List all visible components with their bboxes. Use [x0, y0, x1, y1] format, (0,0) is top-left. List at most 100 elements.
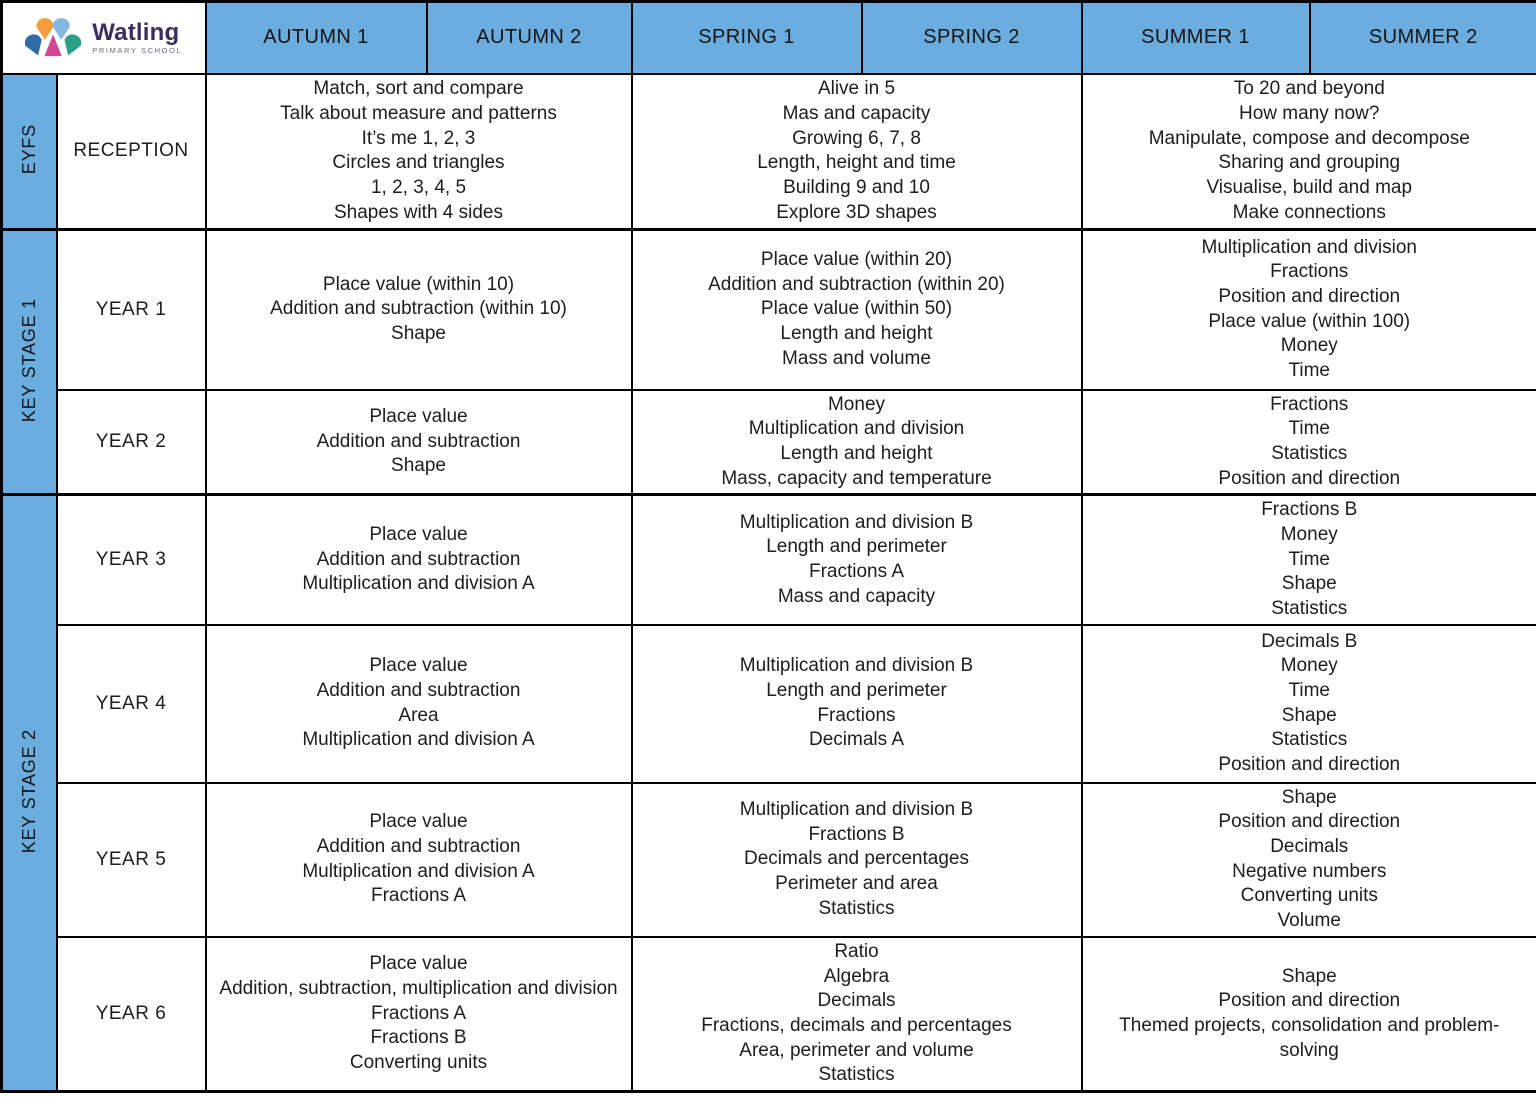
topic-line: Place value (within 20)	[760, 249, 953, 271]
topic-line: Manipulate, compose and decompose	[1148, 127, 1470, 149]
topic-line: Decimals B	[1261, 630, 1358, 652]
topics-year-1-summer: Multiplication and division Fractions Posi…	[1080, 228, 1536, 391]
topic-line: Volume	[1277, 910, 1341, 932]
topic-line: Position and direction	[1218, 811, 1401, 833]
topic-line: Place value	[369, 655, 468, 677]
topics-year-3-spring: Multiplication and division B Length and …	[630, 493, 1083, 626]
topic-line: Multiplication and division A	[302, 729, 535, 751]
topic-line: Circles and triangles	[332, 152, 505, 174]
topic-line: Shape	[391, 323, 446, 345]
topic-line: Visualise, build and map	[1206, 176, 1413, 198]
topic-line: Multiplication and division A	[302, 860, 535, 882]
school-logo-icon	[25, 17, 82, 56]
topic-line: Length and height	[780, 442, 933, 464]
topics-year-5-autumn: Place value Addition and subtraction Multi…	[204, 781, 633, 938]
topic-line: Addition and subtraction	[316, 680, 521, 701]
topics-reception-summer: To 20 and beyond How many now? Manipulate,…	[1080, 72, 1536, 231]
topic-line: Addition and subtraction	[316, 430, 521, 452]
topic-line: Fractions A	[370, 1002, 467, 1024]
term-header-spring-1: SPRING 1	[630, 0, 863, 75]
topic-line: Addition, subtraction, multiplication an…	[219, 977, 618, 999]
topic-line: Growing 6, 7, 8	[792, 127, 921, 149]
topic-line: Converting units	[1240, 885, 1378, 907]
topic-line: Decimals	[817, 990, 896, 1012]
year-label-year-6: YEAR 6	[55, 935, 207, 1093]
term-header-autumn-1: AUTUMN 1	[204, 0, 428, 75]
topic-line: Addition and subtraction	[316, 548, 521, 570]
topic-line: Algebra	[823, 965, 890, 987]
topics-year-3-summer: Fractions B Money Time Shape Statistics	[1080, 493, 1536, 626]
topic-line: Fractions B	[808, 823, 905, 845]
topic-line: Negative numbers	[1232, 860, 1387, 882]
topic-line: Time	[1288, 548, 1331, 570]
topic-line: Fractions A	[808, 560, 905, 582]
topic-line: Area	[398, 704, 439, 726]
topic-line: Time	[1288, 418, 1331, 440]
topics-year-2-summer: Fractions Time Statistics Position and dire…	[1080, 388, 1536, 496]
topic-line: Statistics	[1271, 442, 1348, 464]
topic-line: Time	[1288, 680, 1331, 701]
topic-line: Fractions	[817, 704, 896, 726]
school-name-block: Watling PRIMARY SCHOOL	[92, 21, 182, 55]
topic-line: Multiplication and division	[748, 418, 965, 440]
school-name: Watling	[92, 19, 180, 46]
year-label-year-2: YEAR 2	[55, 388, 207, 496]
topic-line: Shape	[1281, 573, 1337, 595]
topic-line: Fractions	[1270, 393, 1349, 415]
year-label-year-5: YEAR 5	[55, 781, 207, 938]
topic-line: Mass and capacity	[777, 585, 936, 607]
topics-year-2-autumn: Place value Addition and subtraction Shape	[204, 388, 633, 496]
topic-line: Length and perimeter	[766, 536, 947, 558]
topic-line: Shape	[1281, 704, 1337, 726]
topic-line: Place value (within 100)	[1208, 310, 1411, 332]
term-header-autumn-2: AUTUMN 2	[425, 0, 633, 75]
topic-line: Shapes with 4 sides	[334, 201, 503, 223]
year-label-year-4: YEAR 4	[55, 623, 207, 784]
term-header-summer-1: SUMMER 1	[1080, 0, 1311, 75]
topic-line: Shape	[1281, 965, 1337, 987]
topic-line: Addition and subtraction (within 20)	[708, 273, 1005, 295]
topic-line: Addition and subtraction (within 10)	[270, 298, 567, 320]
stage-label-eyfs: EYFS	[0, 72, 58, 231]
topic-line: Perimeter and area	[775, 873, 938, 895]
year-label-year-1: YEAR 1	[55, 228, 207, 391]
topic-line: Mass and volume	[782, 347, 931, 369]
topic-line: Converting units	[349, 1051, 488, 1073]
topic-line: Ratio	[834, 940, 879, 962]
topic-line: To 20 and beyond	[1233, 78, 1385, 100]
topic-line: Statistics	[818, 897, 895, 919]
topic-line: Place value (within 10)	[322, 273, 515, 295]
topic-line: Multiplication and division B	[739, 511, 974, 533]
topic-line: Decimals	[1270, 836, 1349, 858]
year-label-reception: RECEPTION	[55, 72, 207, 231]
topic-line: Mas and capacity	[782, 102, 931, 124]
topic-line: Money	[827, 393, 886, 415]
stage-label-key-stage-1: KEY STAGE 1	[0, 227, 58, 496]
stage-label-key-stage-2: KEY STAGE 2	[0, 493, 58, 1093]
topic-line: Talk about measure and patterns	[280, 102, 557, 124]
topic-line: Statistics	[1271, 598, 1348, 619]
topic-line: Money	[1280, 335, 1338, 357]
topic-line: Sharing and grouping	[1218, 152, 1401, 174]
topic-line: Shape	[391, 455, 446, 477]
topic-line: Fractions B	[370, 1027, 467, 1049]
topic-line: Statistics	[818, 1064, 895, 1086]
topic-line: Position and direction	[1218, 754, 1401, 776]
topic-line: Building 9 and 10	[783, 176, 930, 198]
topic-line: Fractions	[1270, 261, 1349, 283]
topic-line: Shape	[1281, 786, 1337, 808]
topic-line: Fractions, decimals and percentages	[701, 1014, 1012, 1036]
topics-year-6-spring: Ratio Algebra Decimals Fractions, decimals …	[630, 935, 1083, 1093]
topics-year-4-spring: Multiplication and division B Length and …	[630, 623, 1083, 784]
topic-line: Themed projects, consolidation and probl…	[1119, 1014, 1500, 1061]
topic-line: Multiplication and division	[1201, 236, 1417, 258]
topics-year-6-summer: Shape Position and direction Themed projec…	[1080, 935, 1536, 1093]
term-header-spring-2: SPRING 2	[860, 0, 1083, 75]
topic-line: Money	[1280, 523, 1338, 545]
topic-line: Money	[1280, 655, 1338, 677]
topic-line: Fractions B	[1261, 499, 1358, 521]
topics-reception-spring: Alive in 5 Mas and capacity Growing 6, 7, …	[630, 72, 1083, 231]
topic-line: Mass, capacity and temperature	[721, 467, 992, 489]
topics-year-4-summer: Decimals B Money Time Shape Statistics Positi…	[1080, 623, 1536, 784]
